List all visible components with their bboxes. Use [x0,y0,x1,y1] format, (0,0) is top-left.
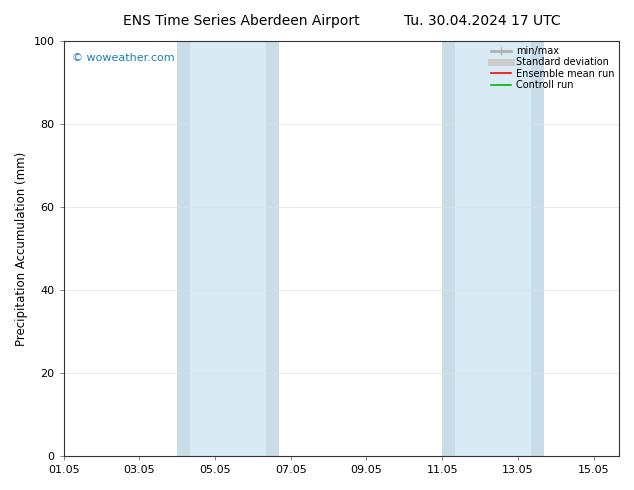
Bar [266,41,280,456]
Bar [442,41,455,456]
Bar [190,41,266,456]
Text: Tu. 30.04.2024 17 UTC: Tu. 30.04.2024 17 UTC [403,14,560,28]
Text: ENS Time Series Aberdeen Airport: ENS Time Series Aberdeen Airport [122,14,359,28]
Legend: min/max, Standard deviation, Ensemble mean run, Controll run: min/max, Standard deviation, Ensemble me… [488,43,617,93]
Bar [455,41,531,456]
Bar [531,41,545,456]
Text: © woweather.com: © woweather.com [72,53,174,64]
Y-axis label: Precipitation Accumulation (mm): Precipitation Accumulation (mm) [15,151,28,345]
Bar [177,41,190,456]
